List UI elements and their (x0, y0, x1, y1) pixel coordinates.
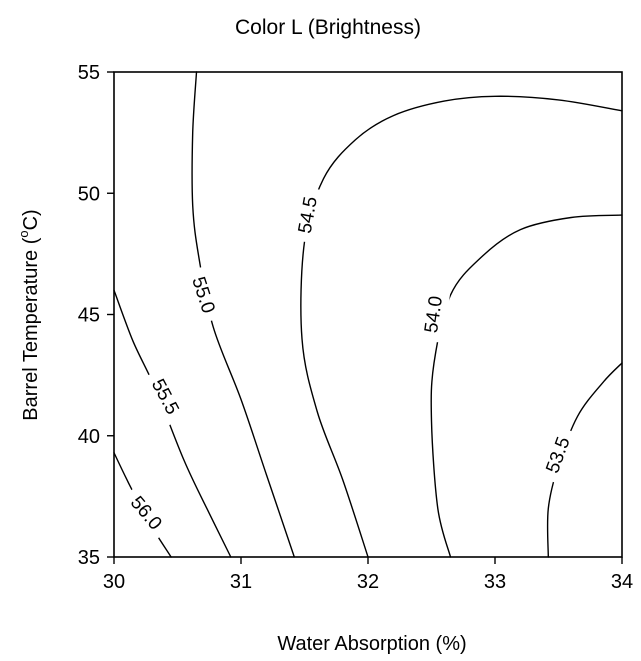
y-axis-label-suffix: C) (20, 209, 42, 230)
x-tick-label: 31 (230, 571, 252, 593)
x-tick-label: 33 (484, 571, 506, 593)
contour-line (191, 71, 295, 558)
contour-line (113, 452, 172, 558)
y-tick-label: 40 (78, 426, 100, 448)
y-axis-label-degree: o (16, 230, 31, 237)
plot-frame (113, 71, 623, 558)
contour-label: 54.0 (421, 295, 447, 335)
plot-area: 30 31 32 33 34 35 40 45 50 55 56.0 55.5 55.0 54.5 54.0… (78, 62, 633, 593)
x-tick-label: 32 (357, 571, 379, 593)
contour-line (430, 214, 623, 558)
x-axis-label: Water Absorption (%) (277, 633, 466, 655)
y-axis-label-prefix: Barrel Temperature ( (20, 237, 42, 420)
y-axis-label: Barrel Temperature (oC) (16, 209, 42, 420)
y-tick-label: 35 (78, 547, 100, 569)
contour-label: 53.5 (542, 434, 574, 476)
y-tick-label: 50 (78, 183, 100, 205)
contour-line (113, 289, 232, 558)
x-tick-label: 30 (103, 571, 125, 593)
chart-title: Color L (Brightness) (235, 16, 421, 39)
contour-label: 56.0 (126, 492, 166, 534)
contour-label: 55.5 (147, 376, 183, 419)
y-tick-label: 55 (78, 62, 100, 84)
contour-line (546, 362, 623, 558)
y-tick-label: 45 (78, 305, 100, 327)
contour-label: 54.5 (295, 195, 322, 235)
x-tick-label: 34 (611, 571, 633, 593)
contour-line (300, 95, 623, 558)
contour-label: 55.0 (187, 274, 218, 316)
